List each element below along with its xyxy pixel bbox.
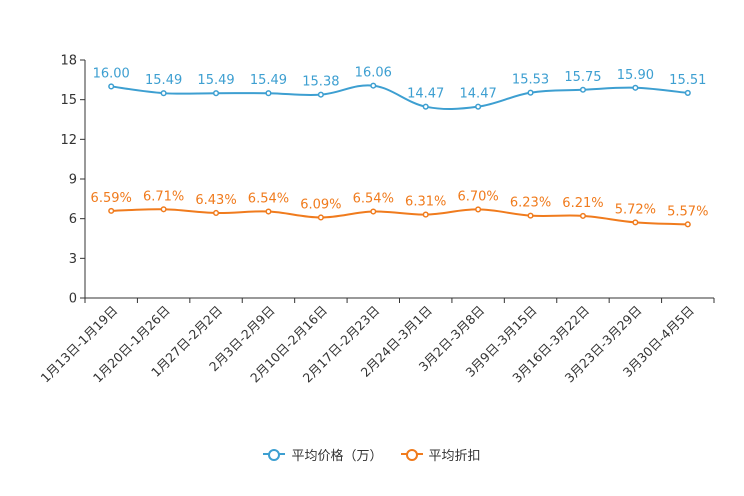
- data-point: [422, 103, 429, 110]
- data-label: 6.54%: [353, 192, 394, 207]
- legend-label-discount: 平均折扣: [428, 448, 481, 464]
- data-label: 15.49: [145, 73, 182, 88]
- y-tick-label: 9: [69, 173, 77, 188]
- data-point: [265, 208, 272, 215]
- data-label: 6.70%: [457, 189, 498, 204]
- data-label: 15.49: [250, 73, 287, 88]
- legend: 平均价格（万） 平均折扣: [0, 442, 744, 466]
- y-tick-label: 3: [69, 252, 77, 267]
- data-point: [527, 89, 534, 96]
- data-point: [317, 214, 324, 221]
- data-label: 14.47: [460, 87, 497, 102]
- data-label: 16.06: [355, 66, 392, 81]
- y-tick-label: 0: [69, 292, 77, 307]
- series-layer: 16.00 15.49 15.49 15.49 15.38 16.06 14.47 14.47…: [91, 66, 708, 228]
- data-point: [370, 208, 377, 215]
- data-label: 14.47: [407, 87, 444, 102]
- data-point: [579, 212, 587, 219]
- y-tick-label: 12: [60, 133, 77, 148]
- data-label: 6.71%: [143, 189, 184, 204]
- series-1: 6.59% 6.71% 6.43% 6.54% 6.09% 6.54% 6.31% 6.70%…: [91, 189, 708, 228]
- data-label: 6.21%: [562, 196, 603, 211]
- data-point: [475, 103, 482, 110]
- data-point: [370, 82, 377, 89]
- data-label: 15.51: [669, 73, 706, 88]
- data-point: [527, 212, 534, 219]
- legend-item-price[interactable]: 平均价格（万）: [263, 445, 383, 464]
- data-label: 6.23%: [510, 196, 551, 211]
- data-point: [475, 206, 482, 213]
- y-tick-label: 15: [60, 93, 77, 108]
- data-point: [579, 86, 587, 93]
- legend-marker-price: [263, 448, 286, 461]
- data-point: [632, 84, 639, 91]
- data-label: 6.59%: [91, 191, 132, 206]
- data-label: 6.54%: [248, 192, 289, 207]
- data-label: 15.90: [617, 68, 654, 83]
- data-point: [684, 89, 691, 96]
- data-point: [160, 206, 167, 213]
- data-label: 15.53: [512, 73, 549, 88]
- data-point: [632, 219, 639, 226]
- data-label: 6.31%: [405, 195, 446, 210]
- series-line: [111, 208, 688, 226]
- legend-label-price: 平均价格（万）: [291, 448, 383, 464]
- data-label: 5.57%: [667, 204, 708, 219]
- data-point: [212, 90, 220, 97]
- data-point: [212, 209, 220, 217]
- data-point: [108, 207, 115, 214]
- data-label: 15.38: [302, 75, 339, 90]
- series-line: [111, 84, 688, 111]
- data-label: 15.75: [564, 70, 601, 85]
- data-label: 16.00: [93, 66, 130, 81]
- data-label: 5.72%: [615, 202, 656, 217]
- y-tick-label: 6: [69, 212, 77, 227]
- data-point: [108, 83, 115, 90]
- data-point: [160, 90, 167, 97]
- legend-marker-discount: [400, 448, 423, 461]
- legend-item-discount[interactable]: 平均折扣: [400, 445, 481, 464]
- data-label: 15.49: [197, 73, 234, 88]
- data-point: [265, 90, 272, 97]
- data-label: 6.43%: [195, 193, 236, 208]
- data-point: [317, 91, 324, 98]
- data-point: [422, 211, 429, 218]
- data-point: [684, 221, 691, 228]
- data-label: 6.09%: [300, 197, 341, 212]
- y-tick-label: 18: [60, 54, 77, 69]
- series-0: 16.00 15.49 15.49 15.49 15.38 16.06 14.47 14.47…: [93, 66, 706, 111]
